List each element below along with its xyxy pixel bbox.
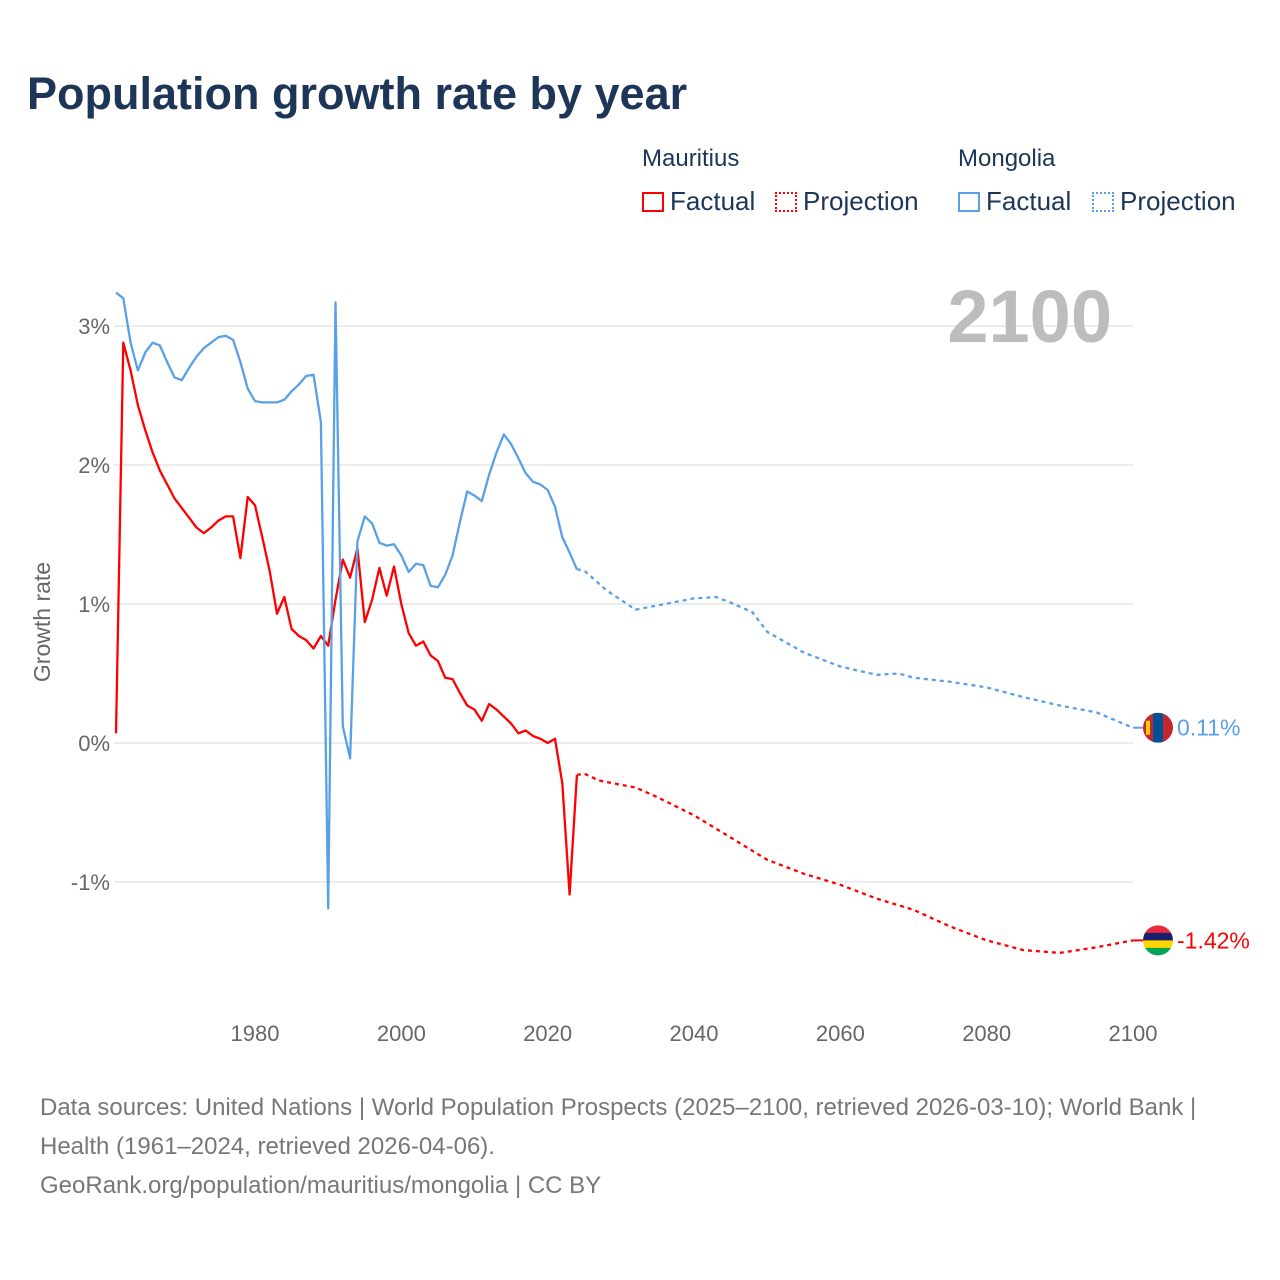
legend-item-mongolia-projection[interactable]: Projection	[1092, 186, 1236, 217]
chart-title: Population growth rate by year	[27, 68, 688, 119]
x-tick-label: 2000	[377, 1021, 426, 1046]
x-tick-label: 2100	[1109, 1021, 1158, 1046]
legend-group-mongolia: Mongolia	[958, 145, 1056, 172]
legend-item-mauritius-projection[interactable]: Projection	[775, 186, 919, 217]
mongolia-flag-icon	[1143, 712, 1173, 743]
y-tick-label: 1%	[78, 592, 110, 617]
legend-label: Projection	[1120, 186, 1236, 216]
legend-swatch-dotted	[1092, 191, 1114, 212]
legend-group-mauritius: Mauritius	[642, 145, 740, 172]
y-tick-label: 3%	[78, 314, 110, 339]
legend-label: Factual	[670, 186, 756, 216]
legend-label: Projection	[803, 186, 919, 216]
mauritius-factual-line	[114, 341, 579, 896]
legend-label: Factual	[986, 186, 1072, 216]
x-tick-label: 2060	[816, 1021, 865, 1046]
y-axis-label: Growth rate	[29, 562, 55, 682]
data-sources: Data sources: United Nations | World Pop…	[40, 1094, 1197, 1160]
legend-swatch-dotted	[775, 191, 797, 212]
y-tick-label: -1%	[71, 870, 110, 895]
mongolia-end-label: 0.11%	[1177, 715, 1241, 741]
footer: Data sources: United Nations | World Pop…	[40, 1088, 1240, 1205]
x-tick-label: 2020	[523, 1021, 572, 1046]
legend-item-mauritius-factual[interactable]: Factual	[642, 186, 755, 217]
mongolia-projection-line	[576, 568, 1134, 729]
legend-swatch-solid	[958, 191, 980, 212]
mauritius-flag-icon	[1143, 925, 1173, 956]
legend-swatch-solid	[642, 191, 664, 212]
mongolia-factual-line	[115, 291, 578, 910]
mauritius-end-label: -1.42%	[1177, 927, 1250, 953]
x-tick-label: 2080	[962, 1021, 1011, 1046]
mauritius-projection-line	[576, 772, 1134, 955]
x-tick-label: 1980	[231, 1021, 280, 1046]
legend-item-mongolia-factual[interactable]: Factual	[958, 186, 1071, 217]
y-tick-label: 0%	[78, 731, 110, 756]
x-tick-label: 2040	[670, 1021, 719, 1046]
year-display: 2100	[947, 275, 1112, 358]
credit-link[interactable]: GeoRank.org/population/mauritius/mongoli…	[40, 1172, 602, 1199]
y-tick-label: 2%	[78, 453, 110, 478]
